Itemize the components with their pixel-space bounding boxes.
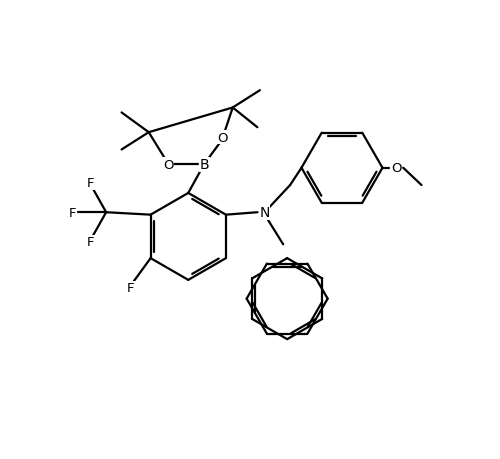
Text: O: O — [163, 158, 173, 171]
Text: O: O — [391, 162, 402, 175]
Text: N: N — [259, 206, 270, 220]
Text: F: F — [86, 177, 94, 190]
Text: O: O — [218, 131, 228, 144]
Text: F: F — [127, 282, 134, 295]
Text: B: B — [199, 158, 209, 172]
Text: F: F — [69, 206, 76, 219]
Text: F: F — [86, 236, 94, 249]
